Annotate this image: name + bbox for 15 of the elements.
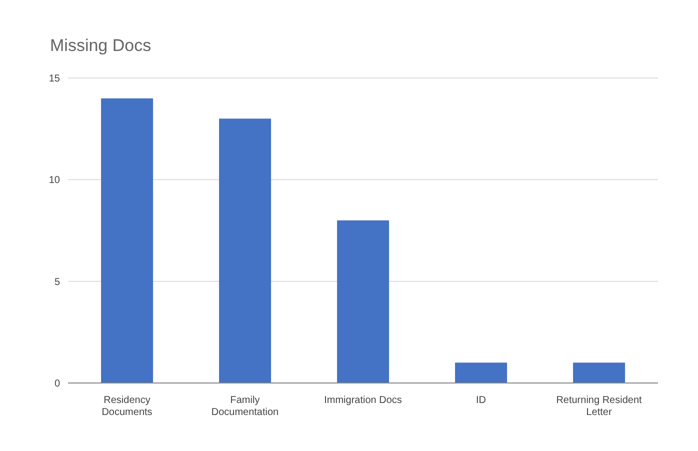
x-tick-label: ID bbox=[476, 395, 486, 406]
chart-title: Missing Docs bbox=[50, 36, 152, 56]
bar bbox=[337, 220, 390, 383]
bar bbox=[219, 118, 272, 383]
y-tick-label: 0 bbox=[54, 378, 60, 390]
y-tick-label: 15 bbox=[48, 74, 60, 85]
bar bbox=[573, 362, 626, 383]
bar bbox=[101, 98, 154, 383]
x-tick-label: Returning Resident Letter bbox=[556, 395, 642, 418]
x-tick-label: Residency Documents bbox=[102, 395, 152, 418]
y-tick-label: 10 bbox=[48, 175, 60, 186]
y-tick-label: 5 bbox=[54, 276, 60, 288]
x-tick-label: Family Documentation bbox=[211, 395, 279, 418]
bar bbox=[455, 362, 508, 383]
x-tick-label: Immigration Docs bbox=[324, 395, 402, 406]
